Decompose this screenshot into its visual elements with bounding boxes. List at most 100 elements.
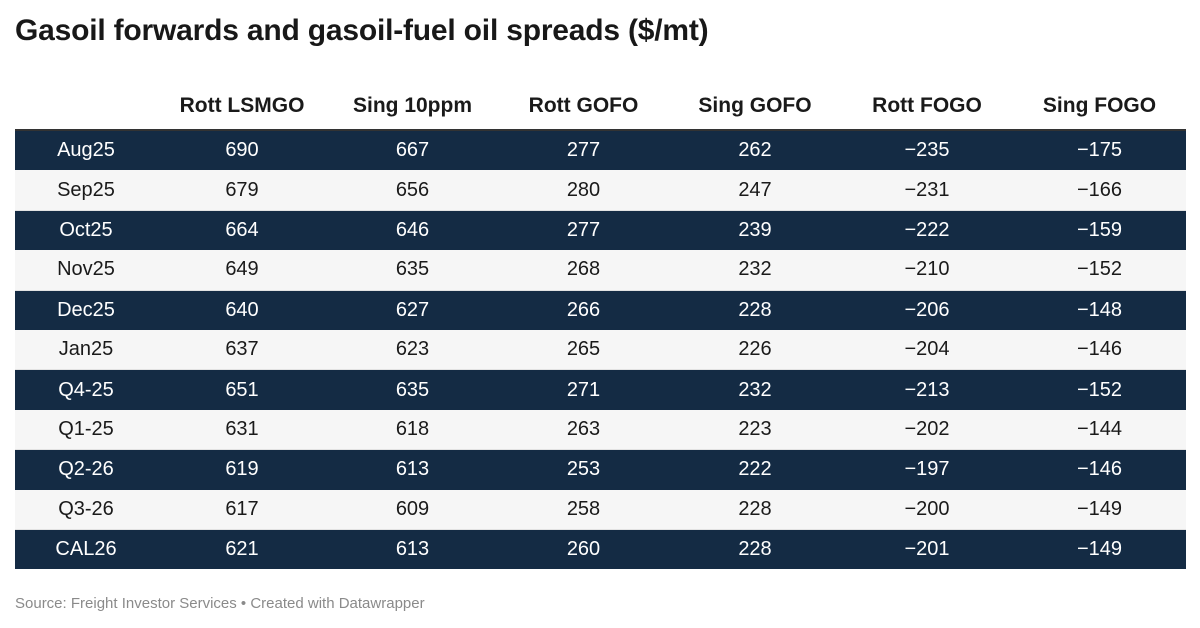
- value-cell: 627: [327, 290, 498, 330]
- table-row: Q1-25 631 618 263 223 −202 −144: [15, 409, 1186, 451]
- value-cell: 258: [498, 489, 669, 530]
- row-label-cell: Jan25: [15, 329, 157, 371]
- row-label-cell: Dec25: [15, 290, 157, 330]
- row-label-cell: Nov25: [15, 250, 157, 291]
- value-cell: 247: [669, 170, 841, 211]
- table-row: Q2-26 619 613 253 222 −197 −146: [15, 449, 1186, 490]
- value-cell: −149: [1013, 529, 1186, 570]
- value-cell: 228: [669, 489, 841, 530]
- row-label-cell: Sep25: [15, 170, 157, 211]
- value-cell: −152: [1013, 250, 1186, 291]
- table-body: Aug25 690 667 277 262 −235 −175 Sep25 679 656 280 2…: [15, 130, 1186, 570]
- row-label-cell: Q2-26: [15, 449, 157, 490]
- value-cell: −222: [841, 210, 1013, 251]
- value-cell: 617: [157, 489, 327, 530]
- value-cell: −210: [841, 250, 1013, 291]
- data-table: Rott LSMGO Sing 10ppm Rott GOFO Sing GOF…: [15, 83, 1186, 570]
- table-row: Q3-26 617 609 258 228 −200 −149: [15, 489, 1186, 530]
- row-label-cell: Q4-25: [15, 369, 157, 410]
- table-row: Aug25 690 667 277 262 −235 −175: [15, 130, 1186, 171]
- value-cell: −149: [1013, 489, 1186, 530]
- value-cell: 635: [327, 369, 498, 410]
- value-cell: −202: [841, 409, 1013, 451]
- value-cell: 223: [669, 409, 841, 451]
- value-cell: 651: [157, 369, 327, 410]
- value-cell: 228: [669, 290, 841, 330]
- column-header: Sing GOFO: [669, 83, 841, 131]
- value-cell: 271: [498, 369, 669, 410]
- value-cell: 609: [327, 489, 498, 530]
- table-row: Jan25 637 623 265 226 −204 −146: [15, 329, 1186, 371]
- value-cell: 253: [498, 449, 669, 490]
- row-label-cell: Q3-26: [15, 489, 157, 530]
- column-header-period: [15, 83, 157, 131]
- table-row: Q4-25 651 635 271 232 −213 −152: [15, 369, 1186, 410]
- value-cell: −200: [841, 489, 1013, 530]
- value-cell: 232: [669, 369, 841, 410]
- header-row: Rott LSMGO Sing 10ppm Rott GOFO Sing GOF…: [15, 83, 1186, 131]
- value-cell: 656: [327, 170, 498, 211]
- value-cell: −201: [841, 529, 1013, 570]
- value-cell: 649: [157, 250, 327, 291]
- value-cell: 239: [669, 210, 841, 251]
- value-cell: −144: [1013, 409, 1186, 451]
- value-cell: 266: [498, 290, 669, 330]
- row-label-cell: CAL26: [15, 529, 157, 570]
- value-cell: −206: [841, 290, 1013, 330]
- value-cell: 640: [157, 290, 327, 330]
- column-header: Rott GOFO: [498, 83, 669, 131]
- value-cell: −148: [1013, 290, 1186, 330]
- value-cell: −175: [1013, 130, 1186, 171]
- column-header: Rott FOGO: [841, 83, 1013, 131]
- value-cell: 260: [498, 529, 669, 570]
- value-cell: 613: [327, 529, 498, 570]
- value-cell: −204: [841, 329, 1013, 371]
- value-cell: 277: [498, 210, 669, 251]
- value-cell: 265: [498, 329, 669, 371]
- value-cell: −213: [841, 369, 1013, 410]
- value-cell: −197: [841, 449, 1013, 490]
- row-label-cell: Aug25: [15, 130, 157, 171]
- value-cell: 623: [327, 329, 498, 371]
- value-cell: 232: [669, 250, 841, 291]
- value-cell: −146: [1013, 449, 1186, 490]
- value-cell: 277: [498, 130, 669, 171]
- value-cell: 621: [157, 529, 327, 570]
- value-cell: 679: [157, 170, 327, 211]
- value-cell: 222: [669, 449, 841, 490]
- value-cell: 667: [327, 130, 498, 171]
- table-row: Nov25 649 635 268 232 −210 −152: [15, 250, 1186, 291]
- chart-title: Gasoil forwards and gasoil-fuel oil spre…: [15, 14, 709, 47]
- value-cell: −159: [1013, 210, 1186, 251]
- value-cell: 262: [669, 130, 841, 171]
- value-cell: 637: [157, 329, 327, 371]
- row-label-cell: Oct25: [15, 210, 157, 251]
- table-row: CAL26 621 613 260 228 −201 −149: [15, 529, 1186, 570]
- value-cell: 280: [498, 170, 669, 211]
- value-cell: −146: [1013, 329, 1186, 371]
- value-cell: 631: [157, 409, 327, 451]
- column-header: Sing FOGO: [1013, 83, 1186, 131]
- value-cell: 268: [498, 250, 669, 291]
- value-cell: −152: [1013, 369, 1186, 410]
- value-cell: 613: [327, 449, 498, 490]
- source-note: Source: Freight Investor Services • Crea…: [15, 595, 425, 612]
- value-cell: 228: [669, 529, 841, 570]
- table-row: Oct25 664 646 277 239 −222 −159: [15, 210, 1186, 251]
- value-cell: 664: [157, 210, 327, 251]
- table-row: Dec25 640 627 266 228 −206 −148: [15, 290, 1186, 330]
- value-cell: 619: [157, 449, 327, 490]
- value-cell: 263: [498, 409, 669, 451]
- value-cell: 690: [157, 130, 327, 171]
- value-cell: −235: [841, 130, 1013, 171]
- value-cell: 635: [327, 250, 498, 291]
- value-cell: −166: [1013, 170, 1186, 211]
- row-label-cell: Q1-25: [15, 409, 157, 451]
- column-header: Rott LSMGO: [157, 83, 327, 131]
- column-header: Sing 10ppm: [327, 83, 498, 131]
- value-cell: −231: [841, 170, 1013, 211]
- table-row: Sep25 679 656 280 247 −231 −166: [15, 170, 1186, 211]
- value-cell: 618: [327, 409, 498, 451]
- value-cell: 646: [327, 210, 498, 251]
- value-cell: 226: [669, 329, 841, 371]
